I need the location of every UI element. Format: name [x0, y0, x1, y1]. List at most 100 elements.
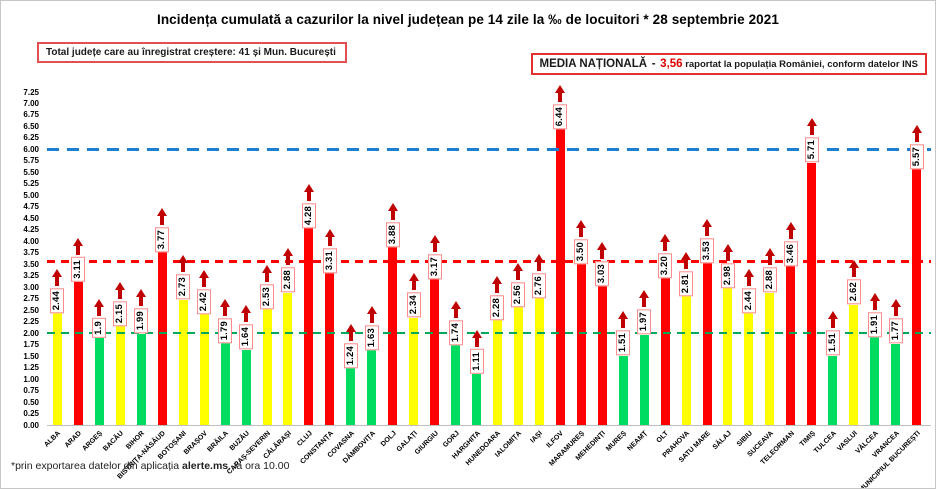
y-tick-label: 6.75	[23, 110, 39, 120]
y-tick-label: 7.00	[23, 98, 39, 108]
bar-marker: 4.28	[298, 184, 320, 229]
up-arrow-icon	[387, 202, 398, 220]
bar-marker: 3.77	[151, 207, 173, 252]
y-tick-label: 1.50	[23, 351, 39, 361]
bar-marker: 6.44	[549, 84, 571, 130]
y-tick-label: 3.25	[23, 271, 39, 281]
bar-d-mbovi-a	[367, 350, 377, 425]
bar-value-label: 3.50	[574, 238, 589, 265]
up-arrow-icon	[199, 269, 210, 287]
bar-value-label: 1.97	[637, 309, 652, 335]
y-tick-label: 2.75	[23, 294, 39, 304]
bar-bra-ov	[199, 313, 209, 425]
y-tick-label: 1.75	[23, 340, 39, 350]
bar-marker: 3.88	[382, 202, 404, 247]
bar-value-label: 2.53	[260, 283, 274, 309]
bar-value-label: 1.77	[888, 318, 903, 344]
bar-marker: 3.11	[67, 238, 89, 283]
bar-mure-	[618, 355, 628, 425]
bar-tulcea	[828, 355, 838, 425]
up-arrow-icon	[660, 233, 671, 251]
national-average-dash: -	[651, 58, 656, 70]
up-arrow-icon	[52, 268, 63, 286]
footnote-app-name: alerte.ms	[182, 460, 229, 472]
up-arrow-icon	[785, 221, 796, 239]
bar-value-label: 2.88	[762, 267, 777, 293]
bar-value-label: 3.11	[71, 257, 86, 283]
y-tick-label: 5.75	[23, 156, 39, 166]
y-tick-label: 4.50	[23, 213, 39, 223]
up-arrow-icon	[94, 298, 105, 316]
up-arrow-icon	[827, 311, 838, 329]
bar-marker: 3.31	[319, 228, 341, 273]
bar-prahova	[681, 295, 691, 425]
footnote-suffix: , la ora 10.00	[228, 460, 290, 472]
bar-alba	[52, 312, 62, 425]
bar-marker: 3.20	[654, 233, 676, 279]
y-tick-label: 2.00	[23, 328, 39, 338]
up-arrow-icon	[178, 255, 189, 273]
up-arrow-icon	[241, 305, 252, 323]
bar-value-label: 1.11	[469, 349, 484, 375]
bar-marker: 3.46	[780, 221, 802, 267]
reference-line-2.00	[47, 331, 931, 335]
bar-arad	[73, 282, 83, 425]
bar-value-label: 2.56	[511, 282, 526, 308]
up-arrow-icon	[597, 241, 608, 259]
up-arrow-icon	[73, 238, 84, 256]
bar-marker: 2.44	[738, 268, 760, 313]
bar-value-label: 3.17	[427, 254, 442, 280]
bar-value-label: 1.51	[825, 330, 840, 356]
up-arrow-icon	[115, 281, 126, 299]
bar-marker: 3.50	[570, 219, 592, 265]
up-arrow-icon	[513, 263, 524, 281]
bar-cara-severin	[262, 308, 272, 425]
bar-marker: 2.56	[507, 263, 529, 308]
bar-value-label: 3.46	[783, 240, 798, 267]
bar-value-label: 2.34	[406, 292, 421, 318]
reference-line-6.00	[47, 147, 931, 151]
bar-value-label: 2.88	[280, 267, 295, 293]
up-arrow-icon	[743, 268, 754, 286]
bar-marker: 2.53	[256, 264, 278, 309]
bar-marker: 1.24	[340, 323, 362, 369]
up-arrow-icon	[282, 248, 293, 266]
bar-value-label: 2.28	[490, 294, 505, 321]
y-tick-label: 3.75	[23, 248, 39, 258]
bar-value-label: 1.91	[867, 311, 882, 338]
up-arrow-icon	[303, 184, 314, 202]
bar-marker: 3.03	[591, 241, 613, 286]
bar-marker: 2.73	[172, 255, 194, 300]
total-increase-text: Total județe care au înregistrat creșter…	[46, 47, 336, 58]
bar-buz-u	[241, 349, 251, 425]
bar-value-label: 3.53	[700, 237, 714, 263]
bar-marker: 2.28	[486, 275, 508, 321]
bar-harghita	[472, 374, 482, 425]
up-arrow-icon	[345, 323, 356, 341]
bar-ialomi-a	[513, 307, 523, 425]
bar-covasna	[346, 368, 356, 425]
bar-marker: 2.81	[675, 251, 697, 296]
bar-marker: 1.74	[445, 300, 467, 346]
footnote-prefix: *prin exportarea datelor din aplicația	[11, 460, 183, 472]
total-increase-box: Total județe care au înregistrat creșter…	[37, 42, 347, 63]
y-tick-label: 5.00	[23, 190, 39, 200]
up-arrow-icon	[848, 260, 859, 278]
bar-hunedoara	[492, 320, 502, 425]
bar-br-ila	[220, 342, 230, 425]
up-arrow-icon	[702, 218, 712, 236]
plot-area: 2.44 3.11 1.9 2.15 1.99 3.77 2.73 2.42 1.79 1.64 2…	[47, 84, 931, 426]
bar-value-label: 2.44	[741, 287, 756, 313]
y-tick-label: 6.00	[23, 144, 39, 154]
bar-marker: 2.62	[843, 260, 865, 305]
up-arrow-icon	[722, 243, 733, 261]
y-tick-label: 3.50	[23, 259, 39, 269]
y-tick-label: 4.25	[23, 225, 39, 235]
bar-value-label: 5.57	[909, 143, 924, 170]
bar-marker: 1.91	[864, 292, 886, 338]
up-arrow-icon	[534, 253, 545, 271]
up-arrow-icon	[890, 299, 901, 317]
bar-value-label: 1.9	[92, 317, 107, 338]
bar-suceava	[765, 292, 775, 425]
